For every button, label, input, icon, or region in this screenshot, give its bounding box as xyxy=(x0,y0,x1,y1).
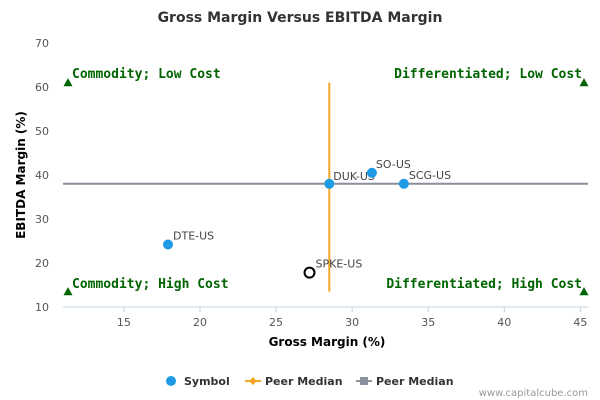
x-tick-label: 30 xyxy=(345,316,359,329)
data-point xyxy=(163,239,173,250)
y-tick-label: 30 xyxy=(35,213,49,226)
y-tick-label: 70 xyxy=(35,37,49,50)
legend-label: Peer Median xyxy=(265,375,343,388)
quadrant-triangle-bottom-left xyxy=(63,287,73,296)
y-tick-label: 50 xyxy=(35,125,49,138)
legend-label: Symbol xyxy=(184,375,230,388)
y-tick-label: 60 xyxy=(35,81,49,94)
data-point xyxy=(303,266,316,279)
y-tick-label: 10 xyxy=(35,301,49,314)
legend-marker-symbol xyxy=(166,376,176,386)
data-point-label: SCG-US xyxy=(409,169,451,182)
data-point-label: SO-US xyxy=(376,158,411,171)
quadrant-triangle-top-left xyxy=(63,78,73,87)
y-tick-label: 20 xyxy=(35,257,49,270)
quadrant-label-top-left: Commodity; Low Cost xyxy=(72,67,221,82)
data-point xyxy=(366,167,377,178)
plot-area: 15 20 25 30 35 40 45 10 20 30 40 50 60 70 Commodity; L… xyxy=(35,37,589,329)
x-tick-label: 15 xyxy=(117,316,131,329)
legend: Symbol Peer Median Peer Median xyxy=(166,375,454,388)
x-axis-title: Gross Margin (%) xyxy=(269,335,386,349)
y-tick-label: 40 xyxy=(35,169,49,182)
x-tick-label: 45 xyxy=(573,316,587,329)
quadrant-label-top-right: Differentiated; Low Cost xyxy=(394,67,582,82)
legend-marker-vertical-median xyxy=(249,377,257,385)
x-tick-label: 20 xyxy=(193,316,207,329)
data-point xyxy=(398,178,409,189)
quadrant-label-bottom-left: Commodity; High Cost xyxy=(72,277,229,292)
y-axis-title: EBITDA Margin (%) xyxy=(14,111,28,239)
credit-text: www.capitalcube.com xyxy=(479,388,588,399)
quadrant-label-bottom-right: Differentiated; High Cost xyxy=(386,277,582,292)
data-point-label: SPKE-US xyxy=(316,258,363,271)
data-point-label: DUK-US xyxy=(333,170,375,183)
legend-label: Peer Median xyxy=(376,375,454,388)
data-point xyxy=(324,178,335,189)
legend-marker-horizontal-median xyxy=(360,377,368,385)
x-tick-label: 40 xyxy=(497,316,511,329)
quadrant-triangle-top-right xyxy=(579,78,589,87)
x-tick-label: 35 xyxy=(421,316,435,329)
data-point-label: DTE-US xyxy=(173,230,214,243)
quadrant-triangle-bottom-right xyxy=(579,287,589,296)
x-tick-label: 25 xyxy=(269,316,283,329)
chart-title: Gross Margin Versus EBITDA Margin xyxy=(158,10,443,26)
